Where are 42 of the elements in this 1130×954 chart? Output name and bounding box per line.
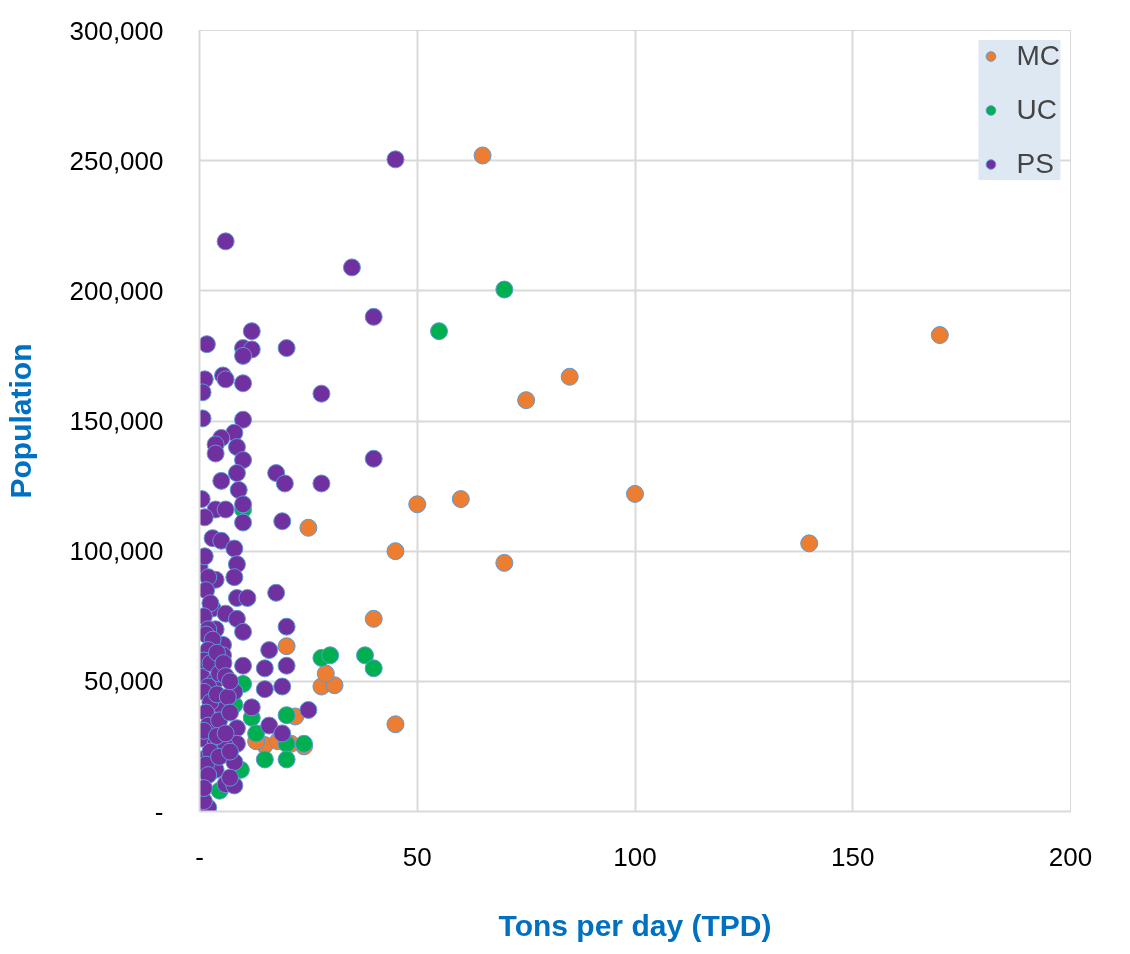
y-tick-label: 250,000 [69, 145, 164, 176]
point [517, 391, 536, 410]
point [316, 664, 335, 683]
y-tick-label: 100,000 [69, 536, 164, 567]
point [364, 609, 383, 628]
y-tick-label: 300,000 [69, 15, 164, 46]
y-tick-label: 150,000 [69, 406, 164, 436]
point [560, 367, 579, 386]
point [386, 715, 405, 734]
point [495, 280, 514, 299]
legend-label: PS [1016, 148, 1054, 180]
point [473, 146, 492, 165]
point [495, 553, 514, 572]
y-axis-title: Population [3, 343, 37, 499]
legend-label: MC [1016, 40, 1060, 72]
point [255, 750, 274, 769]
y-tick-label: 200,000 [69, 275, 164, 306]
point [386, 542, 405, 561]
point [355, 646, 374, 665]
point [277, 750, 296, 769]
x-tick-label: 150 [831, 841, 875, 872]
point [247, 724, 266, 743]
point [277, 706, 296, 725]
x-tick-label: 50 [402, 841, 432, 872]
point [626, 484, 644, 503]
x-tick-label: 100 [613, 841, 657, 872]
y-tick-label: 50,000 [83, 666, 164, 697]
point [364, 659, 383, 678]
y-tick-label: - [154, 796, 164, 827]
point [430, 322, 449, 341]
x-tick-label: 200 [1048, 841, 1093, 872]
point [800, 534, 819, 553]
point [930, 326, 949, 345]
point [451, 490, 470, 509]
point [277, 637, 296, 656]
x-tick-label: - [195, 841, 204, 872]
point [325, 676, 344, 695]
point [299, 518, 318, 537]
point [321, 646, 340, 665]
point [408, 495, 427, 514]
legend-label: UC [1016, 94, 1057, 126]
x-axis-title: Tons per day (TPD) [498, 908, 772, 942]
